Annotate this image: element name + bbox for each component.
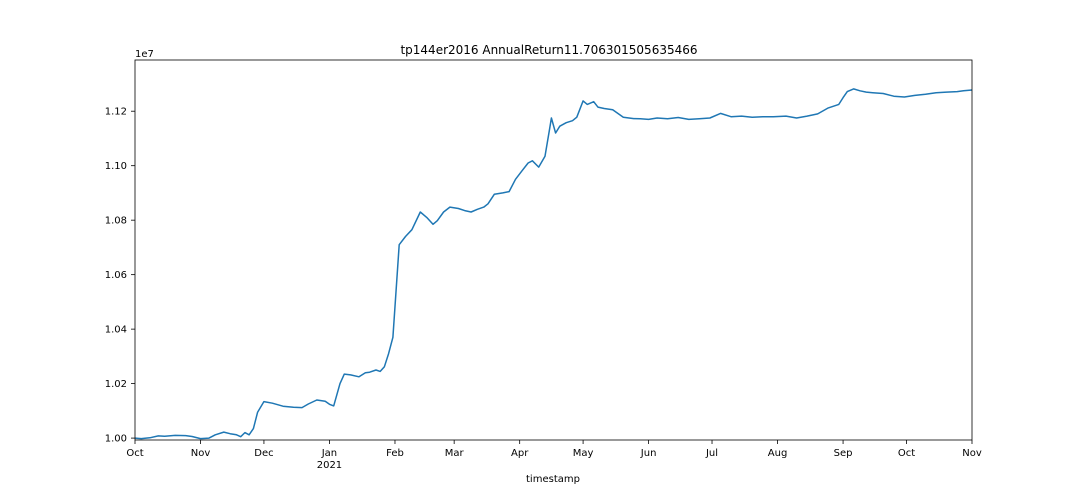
x-tick-label: Aug [768,448,788,459]
x-tick-label: Mar [445,448,465,459]
y-axis: 1.00 1.02 1.04 1.06 1.08 1.10 1.12 [105,107,135,445]
x-tick-label: Jul [705,448,718,459]
x-tick-label: Jan [321,448,337,459]
y-tick-label: 1.02 [105,379,127,390]
y-tick-label: 1.06 [105,270,127,281]
x-tick-label: Dec [254,448,273,459]
y-tick-label: 1.12 [105,107,127,118]
x-tick-sublabel: 2021 [317,460,342,471]
x-tick-label: Apr [511,448,529,459]
x-tick-label: May [573,448,594,459]
x-tick-label: Oct [126,448,143,459]
y-axis-scale-label: 1e7 [135,49,154,60]
plot-frame [134,59,973,441]
series-line [134,88,973,440]
chart-title: tp144er2016 AnnualReturn11.7063015056354… [400,43,697,57]
y-tick-label: 1.00 [105,434,127,445]
y-tick-label: 1.04 [105,325,127,336]
x-tick-label: Jun [640,448,657,459]
x-axis-label: timestamp [526,474,580,485]
x-tick-label: Oct [898,448,915,459]
plot-series [134,88,973,440]
x-tick-label: Sep [834,448,853,459]
x-tick-label: Nov [962,448,982,459]
x-tick-label: Nov [191,448,211,459]
y-tick-label: 1.10 [105,161,127,172]
x-tick-label: Feb [386,448,404,459]
y-tick-label: 1.08 [105,216,127,227]
